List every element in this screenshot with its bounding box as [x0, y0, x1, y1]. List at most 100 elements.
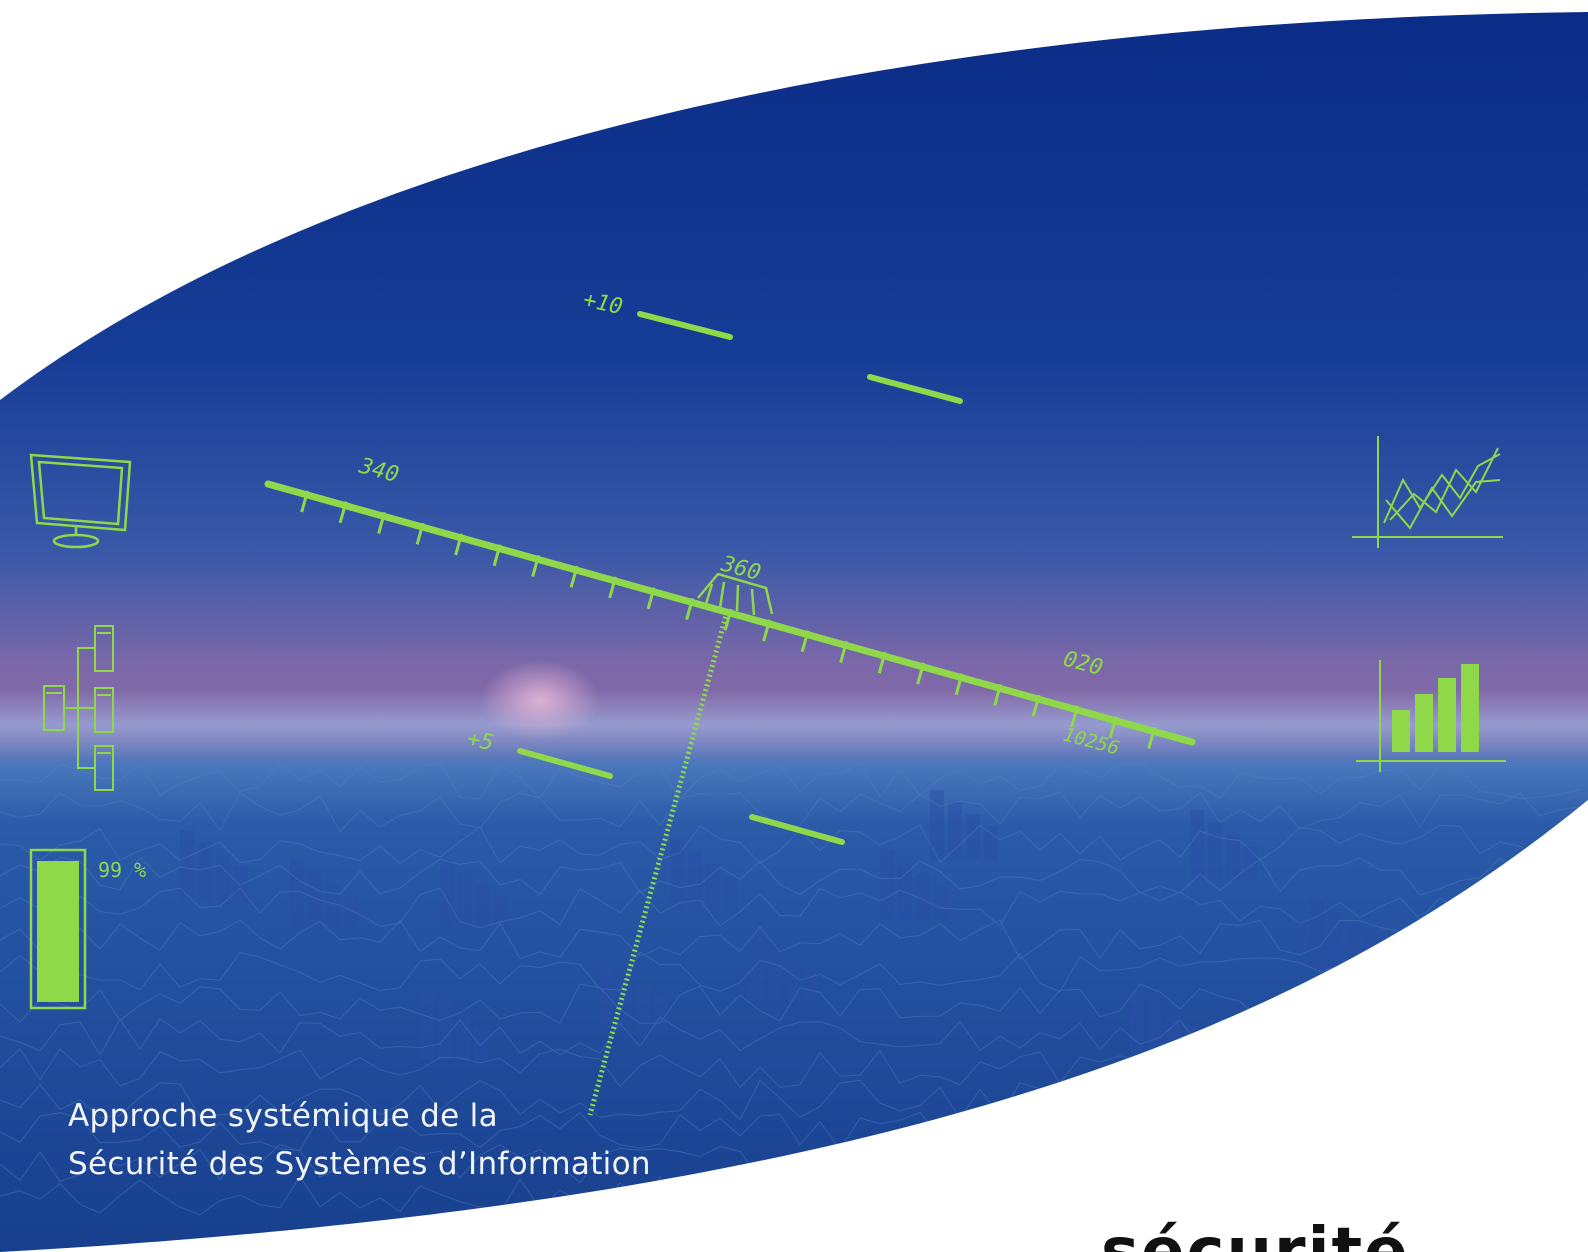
- background-bar: [688, 852, 702, 910]
- background-bar: [750, 930, 764, 1000]
- pitch-lower-label: +5: [465, 726, 496, 756]
- background-bar-pattern: [180, 790, 1378, 1060]
- line-chart-icon: [1352, 436, 1503, 548]
- background-bar: [440, 860, 454, 930]
- background-bar: [804, 966, 818, 1000]
- heading-tick: [415, 522, 425, 545]
- background-bar: [180, 830, 194, 900]
- gauge-fill: [37, 861, 79, 1002]
- bottom-title-partial: …sécurité: [1035, 1215, 1410, 1252]
- background-bar: [618, 972, 632, 1030]
- heading-tick: [1147, 726, 1157, 749]
- background-bar: [934, 886, 948, 920]
- capacity-gauge: [29, 848, 87, 1010]
- background-bar: [344, 896, 358, 930]
- background-bar: [930, 790, 944, 860]
- background-bar: [636, 984, 650, 1030]
- background-bar: [898, 862, 912, 920]
- heading-tick: [300, 490, 310, 513]
- monitor-icon: [29, 453, 132, 549]
- background-bar: [234, 866, 248, 900]
- background-bar: [420, 990, 434, 1060]
- heading-tick: [723, 608, 733, 631]
- background-line: [0, 824, 1581, 865]
- background-bar: [1244, 846, 1258, 880]
- pitch-ladder: [517, 311, 963, 845]
- cover-caption: Approche systémique de la Sécurité des S…: [68, 1092, 768, 1188]
- background-bar: [1130, 990, 1144, 1060]
- background-bar: [670, 840, 684, 910]
- background-bar: [916, 874, 930, 920]
- heading-tick: [646, 587, 656, 610]
- background-line: [0, 856, 1581, 896]
- background-bar: [326, 884, 340, 930]
- background-bar: [1310, 900, 1324, 970]
- heading-tick: [877, 651, 887, 674]
- pitch-line-upper-right: [867, 374, 963, 404]
- pitch-line-upper-left: [637, 311, 733, 340]
- background-line: [0, 951, 1581, 993]
- background-bar: [456, 1014, 470, 1060]
- background-bar: [290, 860, 304, 930]
- background-bar: [948, 802, 962, 860]
- heading-tick: [800, 630, 810, 653]
- background-bar: [216, 854, 230, 900]
- background-bar: [1328, 912, 1342, 970]
- gauge-label: 99 %: [98, 858, 146, 882]
- background-line: [0, 761, 1581, 801]
- background-bar: [984, 826, 998, 860]
- heading-tick: [454, 533, 464, 556]
- server-tree-icon: [43, 625, 114, 791]
- background-bar: [474, 1026, 488, 1060]
- pitch-line-lower-right: [749, 814, 845, 845]
- background-bar: [1184, 1026, 1198, 1060]
- background-bar: [654, 996, 668, 1030]
- heading-tick: [608, 576, 618, 599]
- background-line: [0, 919, 1581, 961]
- heading-tick: [569, 565, 579, 588]
- background-bar: [724, 876, 738, 910]
- pitch-line-lower-left: [517, 748, 613, 779]
- background-bar: [706, 864, 720, 910]
- heading-tick: [492, 544, 502, 567]
- heading-ticks: [300, 490, 1157, 749]
- background-bar: [786, 954, 800, 1000]
- background-bar: [768, 942, 782, 1000]
- caption-line-1: Approche systémique de la: [68, 1098, 498, 1134]
- background-bar: [1226, 834, 1240, 880]
- background-line: [0, 887, 1581, 929]
- background-bar: [1148, 1002, 1162, 1060]
- light-flare: [480, 660, 600, 740]
- heading-tick: [839, 640, 849, 663]
- velocity-vector-line: [587, 611, 730, 1116]
- background-bar: [438, 1002, 452, 1060]
- heading-tick: [685, 597, 695, 620]
- bar-chart-icon: [1356, 660, 1506, 772]
- background-bar: [600, 960, 614, 1030]
- caption-line-2: Sécurité des Systèmes d’Information: [68, 1146, 651, 1182]
- background-bar: [458, 872, 472, 930]
- background-bar: [1208, 822, 1222, 880]
- heading-tick: [1070, 705, 1080, 728]
- background-bar: [966, 814, 980, 860]
- heading-tick: [916, 662, 926, 685]
- heading-tick: [1108, 716, 1118, 739]
- horizon-glow: [0, 690, 1588, 760]
- heading-tick: [531, 554, 541, 577]
- background-bar: [880, 850, 894, 920]
- background-bar: [198, 842, 212, 900]
- background-bar: [308, 872, 322, 930]
- heading-tick: [993, 683, 1003, 706]
- heading-tick: [1031, 694, 1041, 717]
- background-bar: [1364, 936, 1378, 970]
- heading-tick: [762, 619, 772, 642]
- heading-tick: [338, 501, 348, 524]
- background-bar: [494, 896, 508, 930]
- background-bar: [476, 884, 490, 930]
- heading-tick: [954, 673, 964, 696]
- heading-tick: [377, 511, 387, 534]
- background-bar: [1190, 810, 1204, 880]
- heading-marker: [697, 572, 774, 616]
